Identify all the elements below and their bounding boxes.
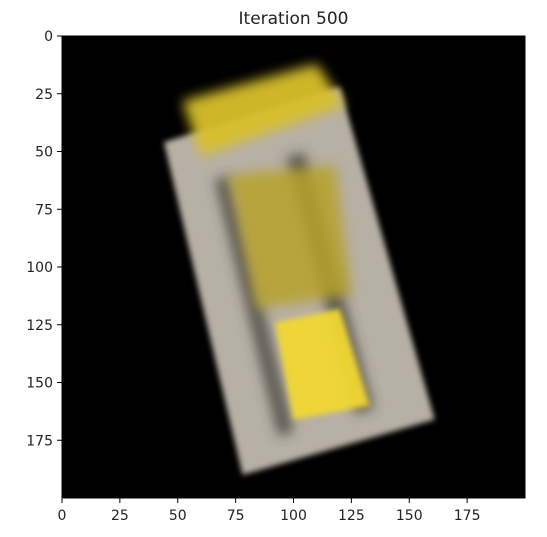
x-tick-label: 125 [338, 508, 365, 524]
y-axis: 0 25 50 75 100 125 150 175 [26, 29, 62, 449]
y-tick-label: 25 [35, 87, 53, 103]
rendered-object [163, 63, 435, 475]
y-tick-label: 150 [26, 376, 53, 392]
x-tick-label: 150 [396, 508, 423, 524]
y-tick-label: 50 [35, 145, 53, 161]
x-tick-label: 25 [111, 508, 129, 524]
x-tick-label: 100 [280, 508, 307, 524]
x-tick-label: 75 [227, 508, 245, 524]
object-top-blob [182, 63, 345, 157]
y-tick-label: 100 [26, 260, 53, 276]
object-mid-blob [228, 165, 352, 309]
x-axis: 0 25 50 75 100 125 150 175 [58, 498, 481, 524]
x-tick-label: 175 [454, 508, 481, 524]
y-tick-label: 175 [26, 433, 53, 449]
y-tick-label: 0 [44, 29, 53, 45]
object-bright-square [275, 308, 370, 420]
x-tick-label: 50 [169, 508, 187, 524]
object-stripe [214, 175, 294, 437]
y-tick-label: 125 [26, 318, 53, 334]
chart-title: Iteration 500 [239, 9, 349, 29]
y-tick-label: 75 [35, 202, 53, 218]
x-tick-label: 0 [58, 508, 67, 524]
